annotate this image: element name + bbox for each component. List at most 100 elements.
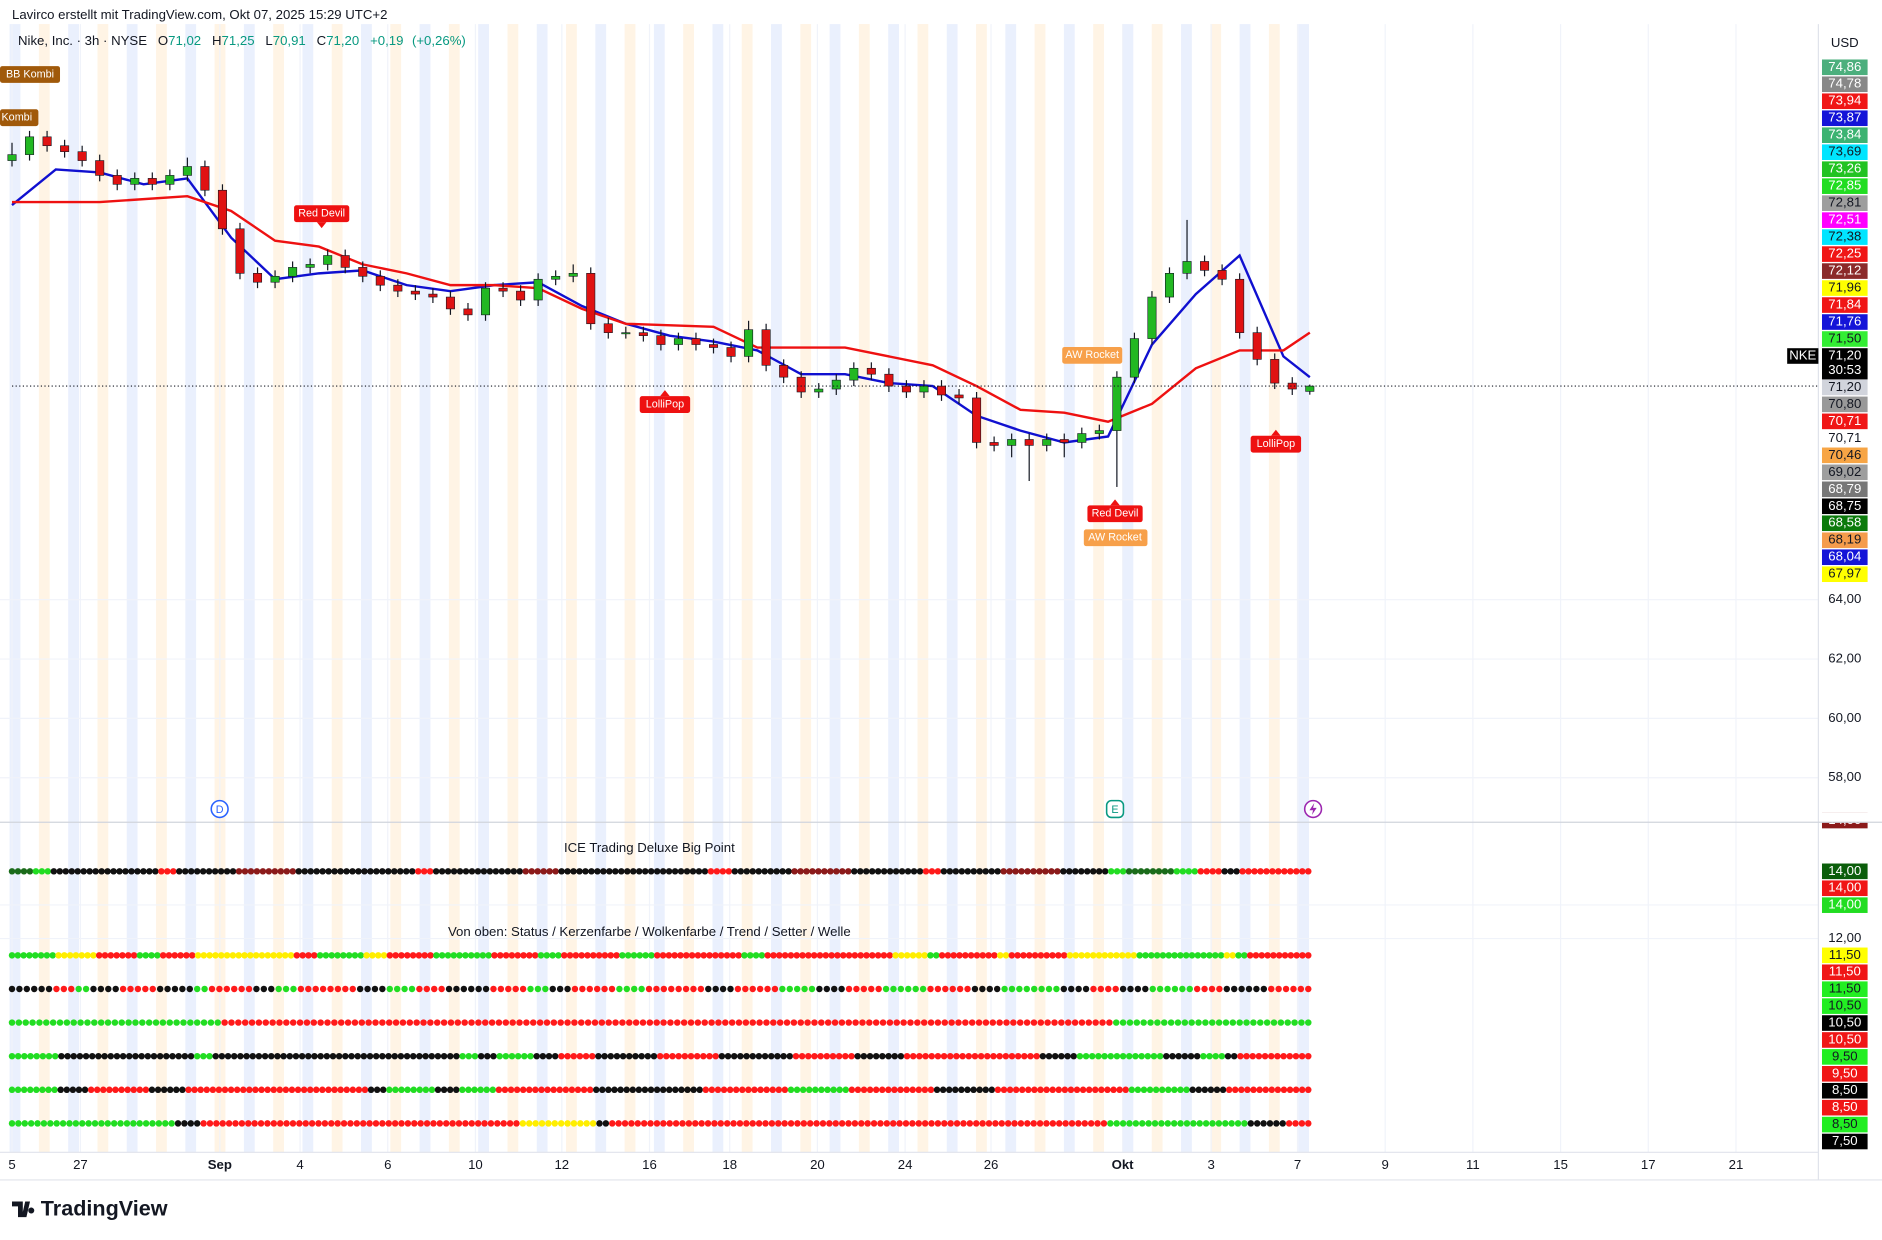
dot-run [433,952,492,959]
dot [148,952,155,959]
dot [785,868,792,875]
candle-body [1164,273,1174,298]
dot [340,952,347,959]
dot-run [459,1086,497,1094]
dot [225,1120,233,1127]
dot [264,1086,271,1094]
dot [560,952,568,959]
dot [1305,952,1312,959]
dot [232,1120,239,1127]
dot [623,1086,630,1094]
dot [1064,1019,1072,1026]
dot [482,1019,489,1026]
dot [866,1086,874,1094]
dot [1124,952,1132,959]
dot [564,868,571,875]
dot [434,1052,442,1060]
dot [1171,952,1178,959]
dot [632,1052,639,1060]
dot [949,985,956,993]
dot [450,868,458,875]
dot [391,1052,398,1060]
candle-body [937,385,947,396]
dot [885,1086,892,1094]
dot [79,1120,86,1127]
dot [1036,868,1043,875]
dot [87,1086,95,1094]
dot [787,952,795,959]
price-badge [1821,1133,1868,1150]
dot [1001,985,1008,993]
dot [956,952,963,959]
dot [624,868,631,875]
dot [1000,1086,1008,1094]
dot [486,868,494,875]
dot [1145,1120,1152,1127]
dot [612,868,619,875]
dot [678,1086,685,1094]
dot [977,1052,985,1060]
x-tick-label: 15 [1553,1157,1568,1172]
dot [105,985,112,993]
dot-run [1001,985,1060,993]
dot [909,1120,916,1127]
dot [171,985,179,993]
price-badge [1821,430,1868,447]
dot [584,1019,592,1026]
dot [206,1052,213,1060]
event-label: D [216,804,224,816]
candle-body [919,385,929,393]
candle-body [1217,270,1227,280]
dot [838,1120,846,1127]
dot [430,985,438,993]
dot [1085,1019,1093,1026]
price-badge-label: 10,50 [1828,1015,1861,1030]
session-stripe [390,24,402,1153]
event-icon[interactable] [1105,799,1125,819]
dot [265,868,273,875]
candle-body [726,347,736,357]
dot [490,985,497,993]
dot [1177,952,1184,959]
logo[interactable]: TradingView [12,1196,168,1221]
dot [1078,1019,1086,1026]
dot [742,1019,750,1026]
dot [1153,952,1161,959]
dot-run [297,985,356,993]
dot [665,868,673,875]
dot [1238,985,1245,993]
dot [717,1120,725,1127]
dot [659,868,667,875]
dot [1253,1120,1261,1127]
dot [811,1052,818,1060]
dot [1043,952,1050,959]
dot [647,868,655,875]
dot [75,1086,83,1094]
dot-run [1125,868,1175,875]
dot [1292,1120,1299,1127]
dot [582,1052,590,1060]
dot [1132,1052,1139,1060]
dot [180,1019,187,1026]
dot [571,1019,578,1026]
price-badge-label: 70,71 [1828,430,1861,445]
dot [306,1086,314,1094]
dot-run [560,952,620,959]
dot [134,985,142,993]
dot [1274,1086,1282,1094]
dot [1006,1086,1014,1094]
dot [229,952,237,959]
annotation-text: AW Rocket [1088,532,1142,544]
dot [342,985,349,993]
dot-run [619,952,655,959]
dot [208,985,216,993]
price-badge-label: 71,76 [1828,314,1861,329]
event-icon[interactable] [210,799,229,819]
dot [536,1019,544,1026]
dot [792,1052,800,1060]
dot [1075,985,1082,993]
dot [509,1019,516,1026]
dot [174,1120,182,1127]
dot [90,952,97,959]
dot-run [8,1019,222,1026]
